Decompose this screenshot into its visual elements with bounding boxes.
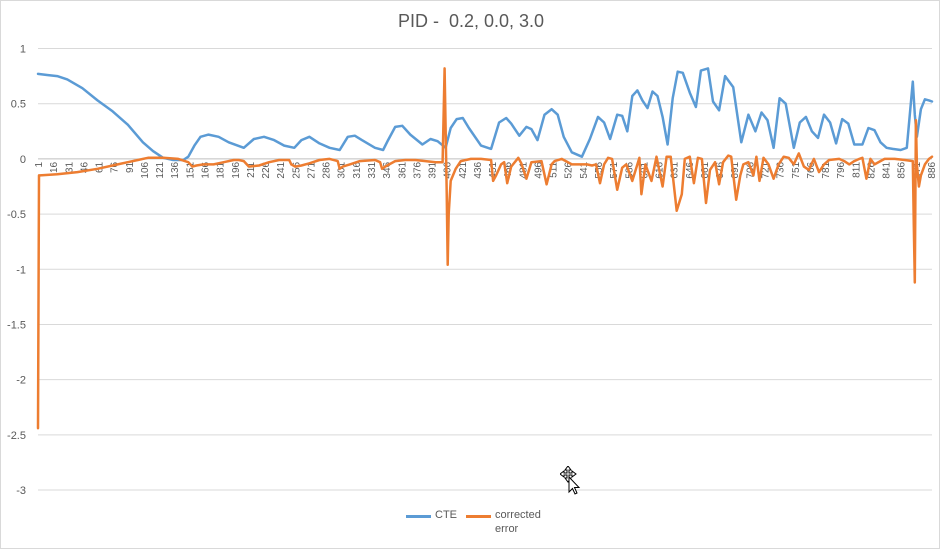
x-tick-label: 391 <box>428 161 439 178</box>
x-tick-label: 196 <box>231 161 242 178</box>
x-tick-label: 751 <box>791 161 802 178</box>
x-tick-label: 106 <box>140 161 151 178</box>
legend-swatch-cte <box>406 515 431 518</box>
x-tick-label: 1 <box>34 161 45 167</box>
y-tick-label: 0.5 <box>11 99 26 111</box>
legend-label-corrected-error-line1: corrected <box>495 509 541 521</box>
x-tick-label: 436 <box>473 161 484 178</box>
x-tick-label: 631 <box>670 161 681 178</box>
y-tick-label: -2.5 <box>7 430 26 442</box>
series-line-cte <box>36 67 934 162</box>
x-tick-label: 586 <box>624 161 635 178</box>
y-tick-label: -3 <box>16 485 26 497</box>
x-tick-label: 256 <box>291 161 302 178</box>
x-tick-label: 811 <box>851 161 862 177</box>
x-tick-label: 121 <box>155 161 166 178</box>
x-tick-label: 31 <box>64 161 75 173</box>
x-tick-label: 466 <box>503 161 514 178</box>
x-tick-label: 346 <box>382 161 393 178</box>
x-tick-label: 766 <box>806 161 817 178</box>
x-tick-label: 796 <box>836 161 847 178</box>
x-tick-label: 361 <box>397 161 408 178</box>
x-tick-label: 91 <box>125 161 136 173</box>
x-tick-label: 136 <box>170 161 181 178</box>
x-tick-label: 166 <box>200 161 211 178</box>
y-tick-label: 0 <box>20 154 26 166</box>
x-tick-label: 646 <box>685 161 696 178</box>
x-tick-label: 151 <box>185 161 196 178</box>
x-tick-label: 841 <box>882 161 893 178</box>
x-tick-label: 526 <box>564 161 575 178</box>
x-tick-label: 46 <box>79 161 90 173</box>
x-tick-label: 736 <box>776 161 787 178</box>
chart-title: PID - 0.2, 0.0, 3.0 <box>397 11 545 31</box>
x-tick-label: 511 <box>549 161 560 177</box>
x-tick-label: 331 <box>367 161 378 178</box>
legend-label-cte: CTE <box>435 509 457 521</box>
x-tick-label: 16 <box>49 161 60 173</box>
x-tick-label: 316 <box>352 161 363 178</box>
x-tick-label: 556 <box>594 161 605 178</box>
x-tick-label: 781 <box>821 161 832 178</box>
x-tick-label: 496 <box>533 161 544 178</box>
y-tick-label: -0.5 <box>7 209 26 221</box>
x-tick-label: 211 <box>246 161 257 177</box>
x-tick-label: 541 <box>579 161 590 178</box>
x-tick-label: 286 <box>322 161 333 178</box>
x-tick-label: 721 <box>761 161 772 178</box>
series-line-corrected-error <box>36 67 934 430</box>
x-tick-label: 856 <box>897 161 908 178</box>
x-tick-label: 451 <box>488 161 499 178</box>
x-tick-label: 301 <box>337 161 348 178</box>
x-tick-label: 271 <box>306 161 317 178</box>
x-tick-label: 421 <box>458 161 469 178</box>
x-tick-label: 181 <box>216 161 227 178</box>
legend-swatch-corrected-error <box>466 515 491 518</box>
x-tick-label: 406 <box>443 161 454 178</box>
x-tick-label: 76 <box>110 161 121 173</box>
y-tick-label: -1 <box>16 264 26 276</box>
y-tick-label: 1 <box>20 44 26 56</box>
x-tick-label: 661 <box>700 161 711 178</box>
x-tick-label: 241 <box>276 161 287 178</box>
legend-label-corrected-error-line2: error <box>495 523 519 535</box>
y-tick-label: -2 <box>16 375 26 387</box>
x-tick-label: 826 <box>866 161 877 178</box>
mouse-cursor-icon <box>560 466 581 495</box>
y-tick-label: -1.5 <box>7 319 26 331</box>
x-tick-label: 886 <box>927 161 938 178</box>
x-tick-label: 691 <box>730 161 741 178</box>
x-tick-label: 376 <box>412 161 423 178</box>
x-tick-label: 226 <box>261 161 272 178</box>
